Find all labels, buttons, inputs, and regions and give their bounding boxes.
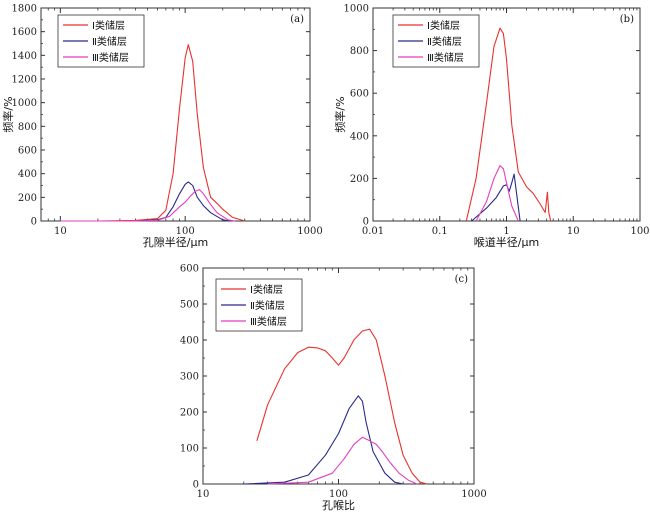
panel-a-series-line-1 (60, 44, 245, 222)
panel-b-y-tick-label: 400 (350, 131, 369, 142)
panel-a-y-tick-label: 1400 (12, 51, 37, 62)
panel-b-legend-label-2: Ⅱ类储层 (427, 35, 462, 48)
panel-a-y-tick-label: 1000 (12, 98, 37, 109)
panel-a-y-tick-label: 400 (18, 169, 37, 180)
panel-c-y-tick-label: 200 (180, 408, 199, 419)
panel-c-y-tick-label: 300 (180, 372, 199, 383)
panel-b-series-line-1 (465, 27, 552, 222)
panel-c-series-line-1 (256, 328, 428, 485)
panel-b-x-tick-label: 10 (567, 226, 580, 237)
panel-a-y-tick-label: 0 (31, 217, 37, 228)
panel-c-x-axis-label: 孔喉比 (322, 499, 355, 512)
panel-c-x-tick-label: 10 (197, 489, 210, 500)
panel-c-y-tick-label: 500 (180, 300, 199, 311)
panel-c-legend-label-2: Ⅱ类储层 (250, 299, 285, 312)
panel-a-series-line-3 (60, 189, 235, 222)
panel-c-y-tick-label: 600 (180, 264, 199, 275)
panel-b-y-tick-label: 200 (350, 174, 369, 185)
panel-a-y-tick-label: 200 (18, 193, 37, 204)
panel-c-y-tick-label: 400 (180, 336, 199, 347)
panel-b-y-tick-label: 600 (350, 89, 369, 100)
panel-a-legend-label-1: Ⅰ类储层 (92, 19, 125, 32)
panel-b-x-axis-label: 喉道半径/μm (474, 235, 539, 249)
panel-a-series-line-2 (60, 181, 231, 222)
panel-c-series-line-3 (267, 436, 418, 485)
panel-a-y-tick-label: 1800 (12, 4, 37, 15)
panel-a-y-tick-label: 800 (18, 122, 37, 133)
panel-a-x-tick-label: 10 (54, 226, 67, 237)
panel-a-y-axis-label: 频率/% (1, 96, 15, 132)
panel-a-y-tick-label: 600 (18, 146, 37, 157)
panel-b-series-line-3 (475, 165, 519, 222)
panel-b-x-tick-label: 0.01 (362, 226, 384, 237)
panel-c-x-tick-label: 100 (329, 489, 348, 500)
panel-a-panel-label: (a) (290, 14, 304, 25)
panel-a-x-tick-label: 100 (176, 226, 195, 237)
panel-a-x-tick-label: 1000 (297, 226, 322, 237)
panel-a-legend-label-3: Ⅲ类储层 (92, 51, 129, 64)
panel-b-legend-label-1: Ⅰ类储层 (427, 19, 460, 32)
panel-c-x-tick-label: 1000 (461, 489, 486, 500)
panel-b-y-tick-label: 0 (363, 217, 369, 228)
panel-a-legend-label-2: Ⅱ类储层 (92, 35, 127, 48)
panel-b-x-tick-label: 0.1 (432, 226, 448, 237)
panel-a-y-tick-label: 1600 (12, 27, 37, 38)
panel-b-y-axis-label: 频率/% (333, 96, 347, 132)
panel-b-x-tick-label: 100 (630, 226, 649, 237)
panel-b-panel-label: (b) (620, 14, 634, 25)
panel-c-y-tick-label: 0 (193, 480, 199, 491)
panel-c-series-line-2 (243, 395, 404, 485)
panel-c-panel-label: (c) (455, 274, 469, 285)
panel-b-y-tick-label: 1000 (344, 4, 369, 15)
panel-a-x-axis-label: 孔隙半径/μm (143, 235, 208, 249)
panel-b-y-tick-label: 800 (350, 46, 369, 57)
panel-c-legend-label-3: Ⅲ类储层 (250, 315, 287, 328)
panel-c-legend-label-1: Ⅰ类储层 (250, 283, 283, 296)
panel-a-y-tick-label: 1200 (12, 75, 37, 86)
panel-b-x-tick-label: 1 (503, 226, 509, 237)
panel-b-series-line-2 (471, 173, 521, 222)
panel-b-legend-label-3: Ⅲ类储层 (427, 51, 464, 64)
panel-c-y-tick-label: 100 (180, 444, 199, 455)
